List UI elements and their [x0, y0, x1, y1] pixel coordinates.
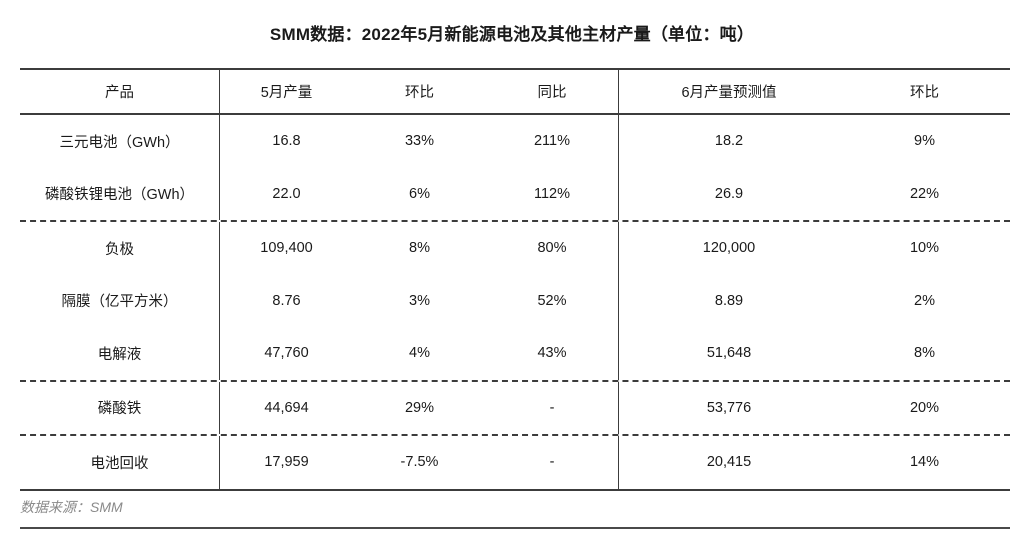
value-cell: 8.89 [714, 292, 744, 309]
value-cell: 14% [909, 454, 940, 471]
value-cell: 80% [486, 222, 619, 275]
value-cell: 8% [914, 345, 935, 362]
table-body: 三元电池（GWh） 16.8 33% 211% 18.2 9% 磷酸铁锂电池（GWh） 22.… [20, 115, 1010, 489]
value-cell: 44,694 [264, 399, 309, 416]
table-row: 电池回收 17,959 -7.5% - 20,415 14% [20, 436, 1010, 489]
table-row: 负极 109,400 8% 80% 120,000 10% [20, 222, 1010, 275]
column-header-product: 产品 [20, 70, 220, 113]
product-cell: 三元电池（GWh） [20, 115, 220, 168]
table-row: 磷酸铁 44,694 29% - 53,776 20% [20, 381, 1010, 436]
value-cell: 2% [914, 292, 935, 309]
value-cell: 29% [404, 399, 435, 416]
value-cell: 8.76 [272, 292, 301, 309]
value-cell: 109,400 [260, 240, 313, 257]
value-cell: 9% [914, 133, 935, 150]
value-cell: 20,415 [706, 454, 752, 471]
source-note: 数据来源：SMM [20, 499, 123, 515]
value-cell: 17,959 [264, 454, 309, 471]
value-cell: 51,648 [706, 345, 752, 362]
column-header-forecast-mom: 环比 [910, 85, 939, 101]
column-header-yoy: 同比 [486, 70, 619, 113]
value-cell: 22.0 [272, 185, 301, 202]
value-cell: 4% [409, 345, 430, 362]
value-cell: 52% [486, 274, 619, 327]
value-cell: 112% [486, 167, 619, 220]
value-cell: 53,776 [706, 399, 752, 416]
value-cell: 6% [409, 185, 430, 202]
production-table: 产品 5月产量 环比 同比 6月产量预测值 环比 三元电池（GWh） 16.8 33… [20, 68, 1010, 491]
column-header-mom: 环比 [405, 85, 434, 101]
product-cell: 电池回收 [20, 436, 220, 489]
value-cell: -7.5% [400, 454, 439, 471]
value-cell: 47,760 [264, 345, 309, 362]
table-header-row: 产品 5月产量 环比 同比 6月产量预测值 环比 [20, 68, 1010, 115]
value-cell: 26.9 [714, 185, 744, 202]
value-cell: 33% [404, 133, 435, 150]
value-cell: 16.8 [272, 133, 301, 150]
table-row: 三元电池（GWh） 16.8 33% 211% 18.2 9% [20, 115, 1010, 168]
value-cell: 20% [909, 399, 940, 416]
value-cell: 22% [909, 185, 940, 202]
value-cell: 120,000 [702, 240, 756, 257]
product-cell: 磷酸铁 [20, 381, 220, 434]
value-cell: 211% [486, 115, 619, 168]
column-header-june-forecast: 6月产量预测值 [681, 85, 777, 101]
table-row: 磷酸铁锂电池（GWh） 22.0 6% 112% 26.9 22% [20, 167, 1010, 222]
table-row: 隔膜（亿平方米） 8.76 3% 52% 8.89 2% [20, 274, 1010, 327]
value-cell: 18.2 [714, 133, 744, 150]
product-cell: 磷酸铁锂电池（GWh） [20, 167, 220, 220]
figure-title: SMM数据：2022年5月新能源电池及其他主材产量（单位：吨） [269, 25, 755, 44]
value-cell: - [486, 381, 619, 434]
value-cell: 3% [409, 292, 430, 309]
product-cell: 电解液 [20, 327, 220, 380]
product-cell: 隔膜（亿平方米） [20, 274, 220, 327]
product-cell: 负极 [20, 222, 220, 275]
value-cell: 8% [409, 240, 430, 257]
column-header-may-output: 5月产量 [260, 85, 313, 101]
value-cell: - [486, 436, 619, 489]
value-cell: 43% [486, 327, 619, 380]
table-row: 电解液 47,760 4% 43% 51,648 8% [20, 327, 1010, 382]
value-cell: 10% [909, 240, 940, 257]
bottom-divider [20, 527, 1010, 529]
